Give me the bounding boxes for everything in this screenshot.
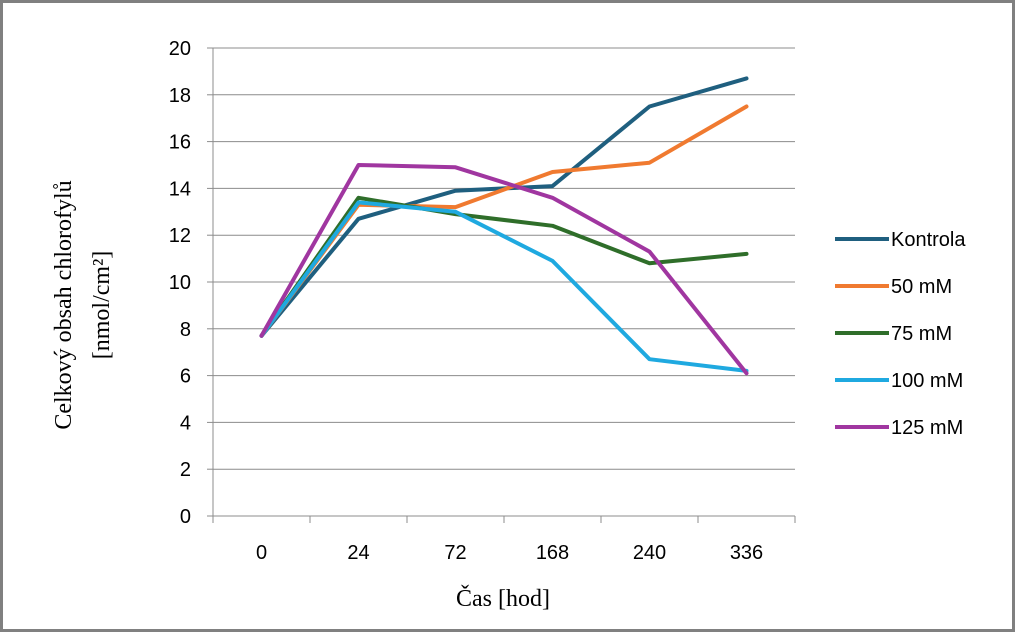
axes (207, 47, 796, 523)
y-tick-label-6: 6 (180, 366, 191, 388)
y-axis-title-line1: Celkový obsah chlorofylů (51, 180, 77, 429)
x-tick-label-240: 240 (633, 542, 666, 564)
x-tick-label-0: 0 (256, 542, 267, 564)
y-axis-title: Celkový obsah chlorofylů [nmol/cm²] (51, 180, 115, 429)
x-axis-title: Čas [hod] (456, 585, 550, 612)
y-tick-label-12: 12 (169, 225, 191, 247)
legend-label-kontrola: Kontrola (891, 229, 966, 251)
x-tick-label-336: 336 (730, 542, 763, 564)
y-tick-label-18: 18 (169, 85, 191, 107)
x-tick-label-72: 72 (444, 542, 466, 564)
series-line-75-mm (259, 195, 749, 338)
y-tick-label-8: 8 (180, 319, 191, 341)
y-tick-label-14: 14 (169, 178, 191, 200)
x-tick-label-168: 168 (536, 542, 569, 564)
y-axis-title-line2: [nmol/cm²] (89, 251, 115, 360)
y-tick-label-16: 16 (169, 132, 191, 154)
series-line-125-mm (259, 163, 749, 376)
y-tick-label-20: 20 (169, 38, 191, 60)
y-tick-labels: 0 2 4 6 8 10 12 14 16 18 20 (169, 38, 191, 528)
legend: Kontrola 50 mM 75 mM 100 mM 125 mM (835, 229, 966, 439)
legend-label-50-mm: 50 mM (891, 276, 952, 298)
y-tick-label-2: 2 (180, 459, 191, 481)
x-tick-label-24: 24 (347, 542, 369, 564)
y-tick-label-4: 4 (180, 412, 191, 434)
legend-label-125-mm: 125 mM (891, 417, 963, 439)
legend-label-100-mm: 100 mM (891, 370, 963, 392)
y-tick-label-10: 10 (169, 272, 191, 294)
series-line-100-mm (259, 200, 749, 373)
series-lines (259, 76, 749, 376)
x-tick-labels: 0 24 72 168 240 336 (256, 542, 763, 564)
legend-label-75-mm: 75 mM (891, 323, 952, 345)
y-tick-label-0: 0 (180, 506, 191, 528)
